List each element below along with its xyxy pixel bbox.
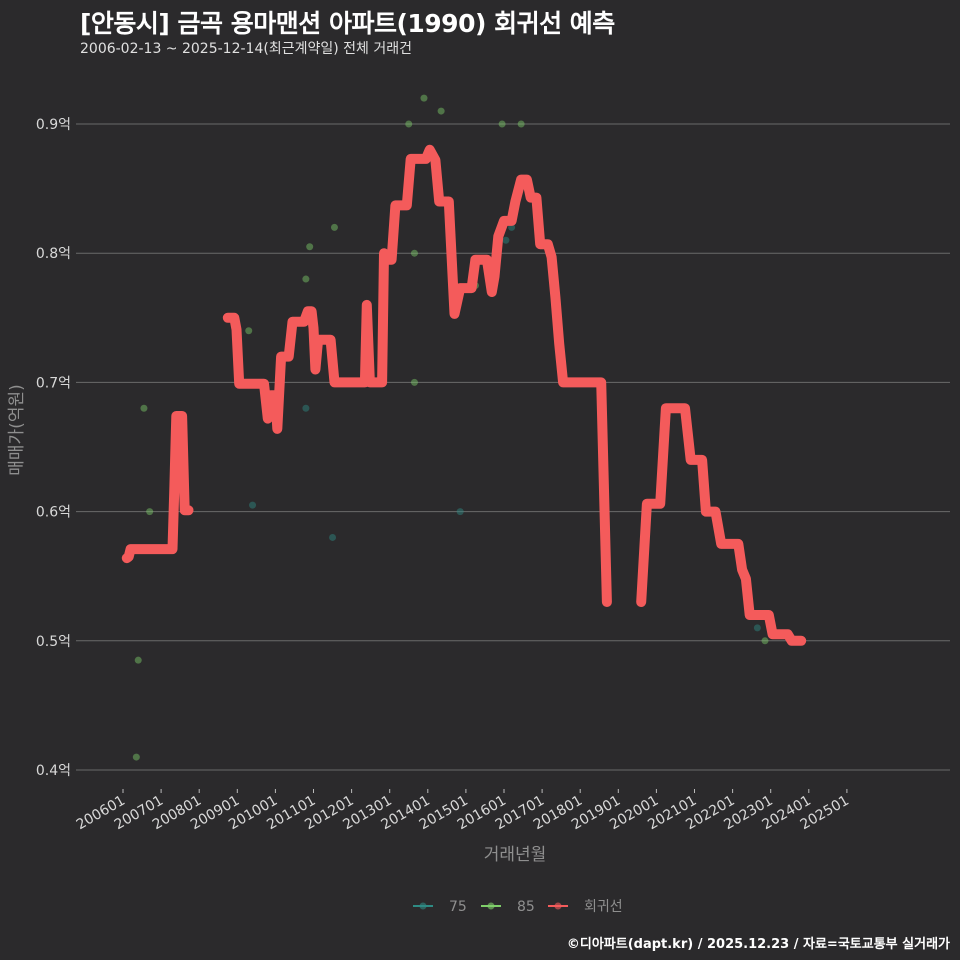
legend-label: 85 xyxy=(517,899,535,915)
legend-label: 75 xyxy=(449,899,467,915)
y-tick-label: 0.8억 xyxy=(36,246,71,262)
legend: 75 85 회귀선 xyxy=(413,899,623,915)
scatter-point-85 xyxy=(140,404,148,412)
y-tick-label: 0.6억 xyxy=(36,505,71,521)
chart-subtitle: 2006-02-13 ~ 2025-12-14(최근계약일) 전체 거래건 xyxy=(80,41,412,57)
scatter-point-85 xyxy=(302,275,310,283)
scatter-point-75 xyxy=(456,508,464,516)
y-tick-label: 0.7억 xyxy=(36,375,71,391)
x-axis: 2006012007012008012009012010012011012012… xyxy=(74,789,852,833)
scatter-point-85 xyxy=(410,249,418,257)
scatter-point-85 xyxy=(517,120,525,128)
scatter-point-85 xyxy=(306,243,314,251)
scatter-point-85 xyxy=(420,94,428,102)
regression-line-segment xyxy=(121,411,194,564)
scatter-point-85 xyxy=(437,107,445,115)
scatter-point-85 xyxy=(245,327,253,335)
source-credit: ©디아파트(dapt.kr) / 2025.12.23 / 자료=국토교통부 실… xyxy=(566,937,950,952)
scatter-point-85 xyxy=(146,508,154,516)
y-tick-label: 0.5억 xyxy=(36,634,71,650)
regression-line-segment xyxy=(636,403,807,646)
legend-item-회귀선: 회귀선 xyxy=(548,899,623,915)
y-tick-label: 0.9억 xyxy=(36,117,71,133)
scatter-point-85 xyxy=(132,753,140,761)
regression-line-segment xyxy=(222,144,612,607)
y-tick-label: 0.4억 xyxy=(36,763,71,779)
chart-title: [안동시] 금곡 용마맨션 아파트(1990) 회귀선 예측 xyxy=(80,9,615,38)
legend-label: 회귀선 xyxy=(584,899,623,915)
legend-item-75: 75 xyxy=(413,899,467,915)
y-axis: 0.4억 0.5억 0.6억 0.7억 0.8억 0.9억 xyxy=(36,117,71,779)
scatter-points xyxy=(132,94,769,761)
scatter-point-85 xyxy=(498,120,506,128)
regression-line xyxy=(121,144,807,646)
scatter-point-85 xyxy=(410,378,418,386)
scatter-point-85 xyxy=(761,637,769,645)
scatter-point-75 xyxy=(302,404,310,412)
scatter-point-85 xyxy=(134,656,142,664)
legend-item-85: 85 xyxy=(481,899,535,915)
scatter-point-75 xyxy=(249,501,257,509)
scatter-point-85 xyxy=(405,120,413,128)
x-axis-title: 거래년월 xyxy=(484,845,547,865)
scatter-point-75 xyxy=(502,236,510,244)
scatter-point-85 xyxy=(330,223,338,231)
scatter-point-75 xyxy=(753,624,761,632)
scatter-point-75 xyxy=(329,533,337,541)
y-axis-title: 매매가(억원) xyxy=(7,384,27,475)
